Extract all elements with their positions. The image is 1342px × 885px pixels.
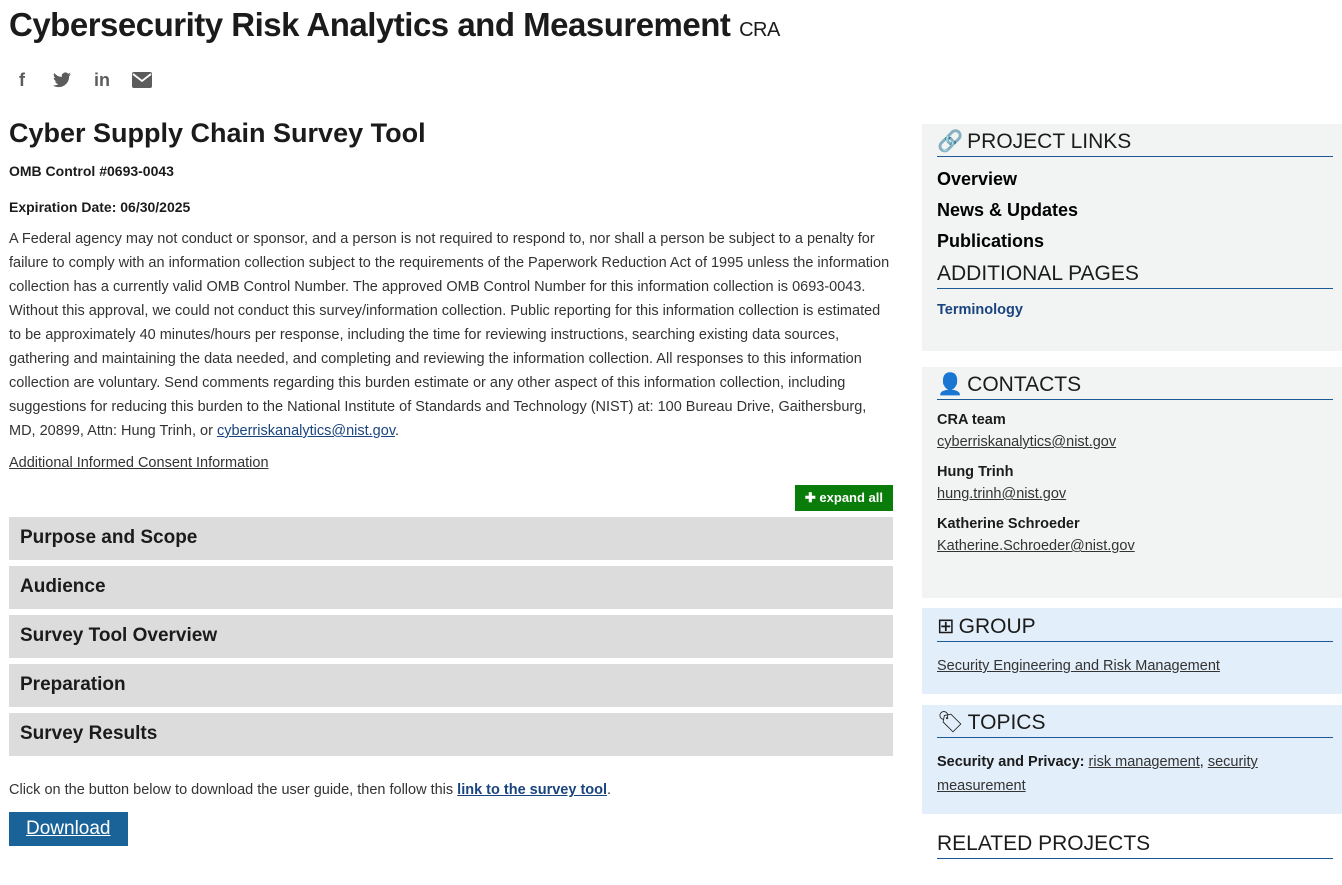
topic-category: Security and Privacy: xyxy=(937,754,1085,770)
email-icon[interactable] xyxy=(132,70,152,90)
download-text: Click on the button below to download th… xyxy=(9,782,458,798)
project-links-panel: 🔗 PROJECT LINKS Overview News & Updates P… xyxy=(922,124,1342,351)
heading-text: CONTACTS xyxy=(967,373,1082,396)
group-panel: ⊞ GROUP Security Engineering and Risk Man… xyxy=(922,608,1342,694)
additional-pages-heading: ADDITIONAL PAGES xyxy=(937,262,1333,289)
title-text: Cybersecurity Risk Analytics and Measure… xyxy=(9,6,731,43)
section-title: Cyber Supply Chain Survey Tool xyxy=(9,118,426,148)
topics-panel: 🏷 TOPICS Security and Privacy: risk manag… xyxy=(922,705,1342,814)
heading-text: PROJECT LINKS xyxy=(967,130,1132,153)
accordion-purpose[interactable]: Purpose and Scope xyxy=(9,517,893,560)
main-content: Cyber Supply Chain Survey Tool OMB Contr… xyxy=(9,118,893,846)
expiration-date: Expiration Date: 06/30/2025 xyxy=(9,199,191,215)
topic-link[interactable]: security measurement xyxy=(937,754,1258,794)
link-icon: 🔗 xyxy=(937,130,964,153)
linkedin-icon[interactable]: in xyxy=(94,69,110,90)
contacts-heading: 👤 CONTACTS xyxy=(937,373,1333,400)
notice-email-link[interactable]: cyberriskanalytics@nist.gov xyxy=(216,423,395,439)
contact-name: Hung Trinh xyxy=(937,464,1014,480)
survey-tool-link[interactable]: link to the survey tool xyxy=(457,782,608,798)
social-share: f in xyxy=(12,70,152,90)
topics-heading: 🏷 TOPICS xyxy=(937,711,1333,738)
sitemap-icon: ⊞ xyxy=(937,615,955,638)
user-icon: 👤 xyxy=(937,373,964,396)
accordion-overview[interactable]: Survey Tool Overview xyxy=(9,615,893,658)
page-title: Cybersecurity Risk Analytics and Measure… xyxy=(9,6,780,44)
plus-icon: ✚ xyxy=(804,490,820,505)
contact-email[interactable]: cyberriskanalytics@nist.gov xyxy=(937,434,1117,450)
accordion-preparation[interactable]: Preparation xyxy=(9,664,893,707)
group-heading: ⊞ GROUP xyxy=(937,614,1333,642)
download-instructions: Click on the button below to download th… xyxy=(9,782,612,798)
group-link[interactable]: Security Engineering and Risk Management xyxy=(937,658,1220,674)
accordion-results[interactable]: Survey Results xyxy=(9,713,893,756)
link-publications[interactable]: Publications xyxy=(937,231,1045,251)
heading-text: TOPICS xyxy=(967,711,1046,734)
contacts-panel: 👤 CONTACTS CRA team cyberriskanalytics@ni… xyxy=(922,367,1342,598)
contact-name: CRA team xyxy=(937,412,1006,428)
twitter-icon[interactable] xyxy=(52,70,72,90)
acronym: CRA xyxy=(739,19,780,41)
accordion-audience[interactable]: Audience xyxy=(9,566,893,609)
contact-name: Katherine Schroeder xyxy=(937,516,1080,532)
link-news[interactable]: News & Updates xyxy=(937,200,1079,220)
tag-icon: 🏷 xyxy=(937,711,964,734)
consent-link[interactable]: Additional Informed Consent Information xyxy=(9,455,269,471)
topic-link[interactable]: risk management xyxy=(1088,754,1200,770)
notice-text: A Federal agency may not conduct or spon… xyxy=(9,231,890,439)
link-overview[interactable]: Overview xyxy=(937,169,1018,189)
download-button[interactable]: Download xyxy=(9,812,128,846)
facebook-icon[interactable]: f xyxy=(19,69,25,90)
related-projects-panel: RELATED PROJECTS xyxy=(922,826,1342,885)
omb-control: OMB Control #0693-0043 xyxy=(9,163,174,179)
related-projects-heading: RELATED PROJECTS xyxy=(937,832,1333,859)
expand-all-button[interactable]: ✚ expand all xyxy=(794,485,893,511)
project-links-heading: 🔗 PROJECT LINKS xyxy=(937,130,1333,157)
topics-list: Security and Privacy: risk management, s… xyxy=(937,754,1258,794)
link-terminology[interactable]: Terminology xyxy=(937,302,1023,318)
heading-text: GROUP xyxy=(958,614,1036,638)
contact-email[interactable]: Katherine.Schroeder@nist.gov xyxy=(937,538,1135,554)
paperwork-notice: A Federal agency may not conduct or spon… xyxy=(9,231,890,439)
expand-all-label: expand all xyxy=(819,490,883,505)
contact-email[interactable]: hung.trinh@nist.gov xyxy=(937,486,1067,502)
